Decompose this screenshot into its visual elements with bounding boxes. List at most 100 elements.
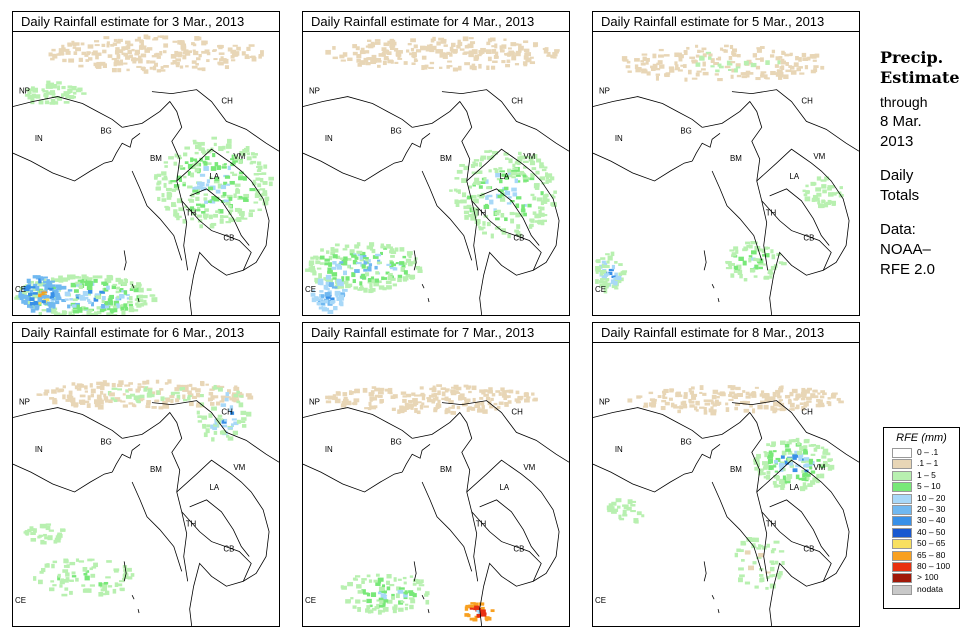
rain-cell: [97, 404, 104, 410]
rain-cell: [523, 40, 529, 44]
rain-cell: [774, 64, 779, 68]
rain-cell: [467, 385, 472, 389]
rain-cell: [454, 177, 460, 180]
rain-cell: [223, 181, 228, 186]
rain-cell: [702, 392, 707, 396]
rain-cell: [330, 297, 335, 302]
rain-cell: [258, 53, 264, 57]
rain-cell: [49, 296, 55, 299]
rain-cell: [377, 280, 382, 284]
rain-cell: [374, 39, 381, 42]
rain-cell: [180, 41, 185, 45]
rain-cell: [106, 312, 111, 315]
rain-cell: [532, 211, 537, 215]
rain-cell: [738, 567, 744, 571]
rain-cell: [49, 303, 55, 308]
rain-cell: [541, 182, 546, 185]
rain-cell: [321, 307, 328, 312]
rain-cell: [677, 394, 683, 398]
rain-cell: [25, 531, 29, 536]
rain-cell: [729, 391, 735, 395]
rain-cell: [375, 57, 382, 61]
rain-cell: [166, 191, 171, 196]
rain-cell: [803, 457, 810, 462]
rain-cell: [51, 302, 56, 305]
rain-cell: [71, 571, 76, 575]
country-border: [441, 400, 569, 463]
rain-cell: [335, 391, 341, 395]
rain-cell: [382, 599, 389, 603]
rain-cell: [813, 389, 818, 393]
rain-cell: [819, 395, 825, 399]
rain-cell: [822, 448, 829, 453]
rain-cell: [324, 292, 331, 297]
rain-cell: [424, 46, 429, 50]
rain-cell: [673, 404, 678, 409]
rain-cell: [496, 405, 501, 410]
rain-cell: [44, 389, 50, 394]
rain-cell: [342, 248, 348, 251]
rain-cell: [65, 398, 70, 402]
rain-cell: [70, 401, 76, 407]
rain-cell: [510, 218, 515, 224]
rain-cell: [699, 56, 705, 61]
rain-cell: [196, 203, 202, 206]
rain-cell: [601, 260, 606, 264]
rain-cell: [455, 190, 461, 193]
rain-cell: [431, 393, 437, 398]
rain-cell: [809, 480, 816, 485]
rain-cell: [408, 590, 414, 594]
rain-cell: [261, 192, 268, 197]
sidebar-data-line2: NOAA–: [880, 241, 931, 258]
rain-cell: [507, 54, 511, 57]
rain-cell: [409, 52, 415, 56]
rain-cell: [516, 224, 521, 229]
rain-cell: [338, 285, 345, 289]
rain-cell: [816, 176, 822, 181]
rain-cell: [771, 254, 776, 260]
rainfall-map-panel: Daily Rainfall estimate for 7 Mar., 2013…: [302, 322, 570, 627]
rain-cell: [57, 573, 61, 578]
rain-cell: [418, 266, 423, 271]
rain-cell: [183, 398, 188, 402]
rain-cell: [783, 74, 789, 80]
rain-cell: [209, 199, 216, 204]
rain-cell: [87, 289, 93, 294]
rain-cell: [230, 411, 235, 415]
rain-cell: [137, 283, 142, 287]
rain-cell: [50, 292, 55, 297]
rain-cell: [73, 289, 79, 293]
rain-cell: [793, 398, 798, 401]
rain-cell: [389, 246, 394, 250]
rain-cell: [770, 249, 774, 254]
rain-cell: [252, 153, 258, 156]
rain-cell: [55, 387, 59, 391]
rain-cell: [364, 407, 370, 410]
rain-cell: [230, 158, 235, 161]
rain-cell: [45, 83, 51, 89]
rain-cell: [741, 75, 748, 79]
rain-cell: [65, 577, 70, 582]
rain-cell: [485, 179, 489, 184]
rain-cell: [524, 53, 529, 57]
country-border: [412, 411, 479, 582]
rain-cell: [809, 466, 813, 470]
rain-cell: [537, 206, 542, 210]
rain-cell: [389, 39, 396, 45]
rain-cell: [66, 564, 70, 569]
rain-cell: [418, 584, 425, 587]
rain-cell: [739, 574, 745, 578]
rain-cell: [227, 204, 232, 208]
rain-cell: [476, 613, 481, 618]
rain-cell: [94, 293, 101, 297]
rain-cell: [243, 198, 249, 202]
rain-cell: [766, 576, 770, 579]
rain-cell: [75, 281, 81, 285]
rain-cell: [124, 384, 131, 387]
rain-cell: [765, 253, 770, 258]
country-border: [761, 200, 832, 315]
rain-cell: [386, 244, 391, 249]
rain-cell: [327, 270, 333, 274]
rain-cell: [399, 261, 405, 265]
rain-cell: [201, 67, 206, 72]
